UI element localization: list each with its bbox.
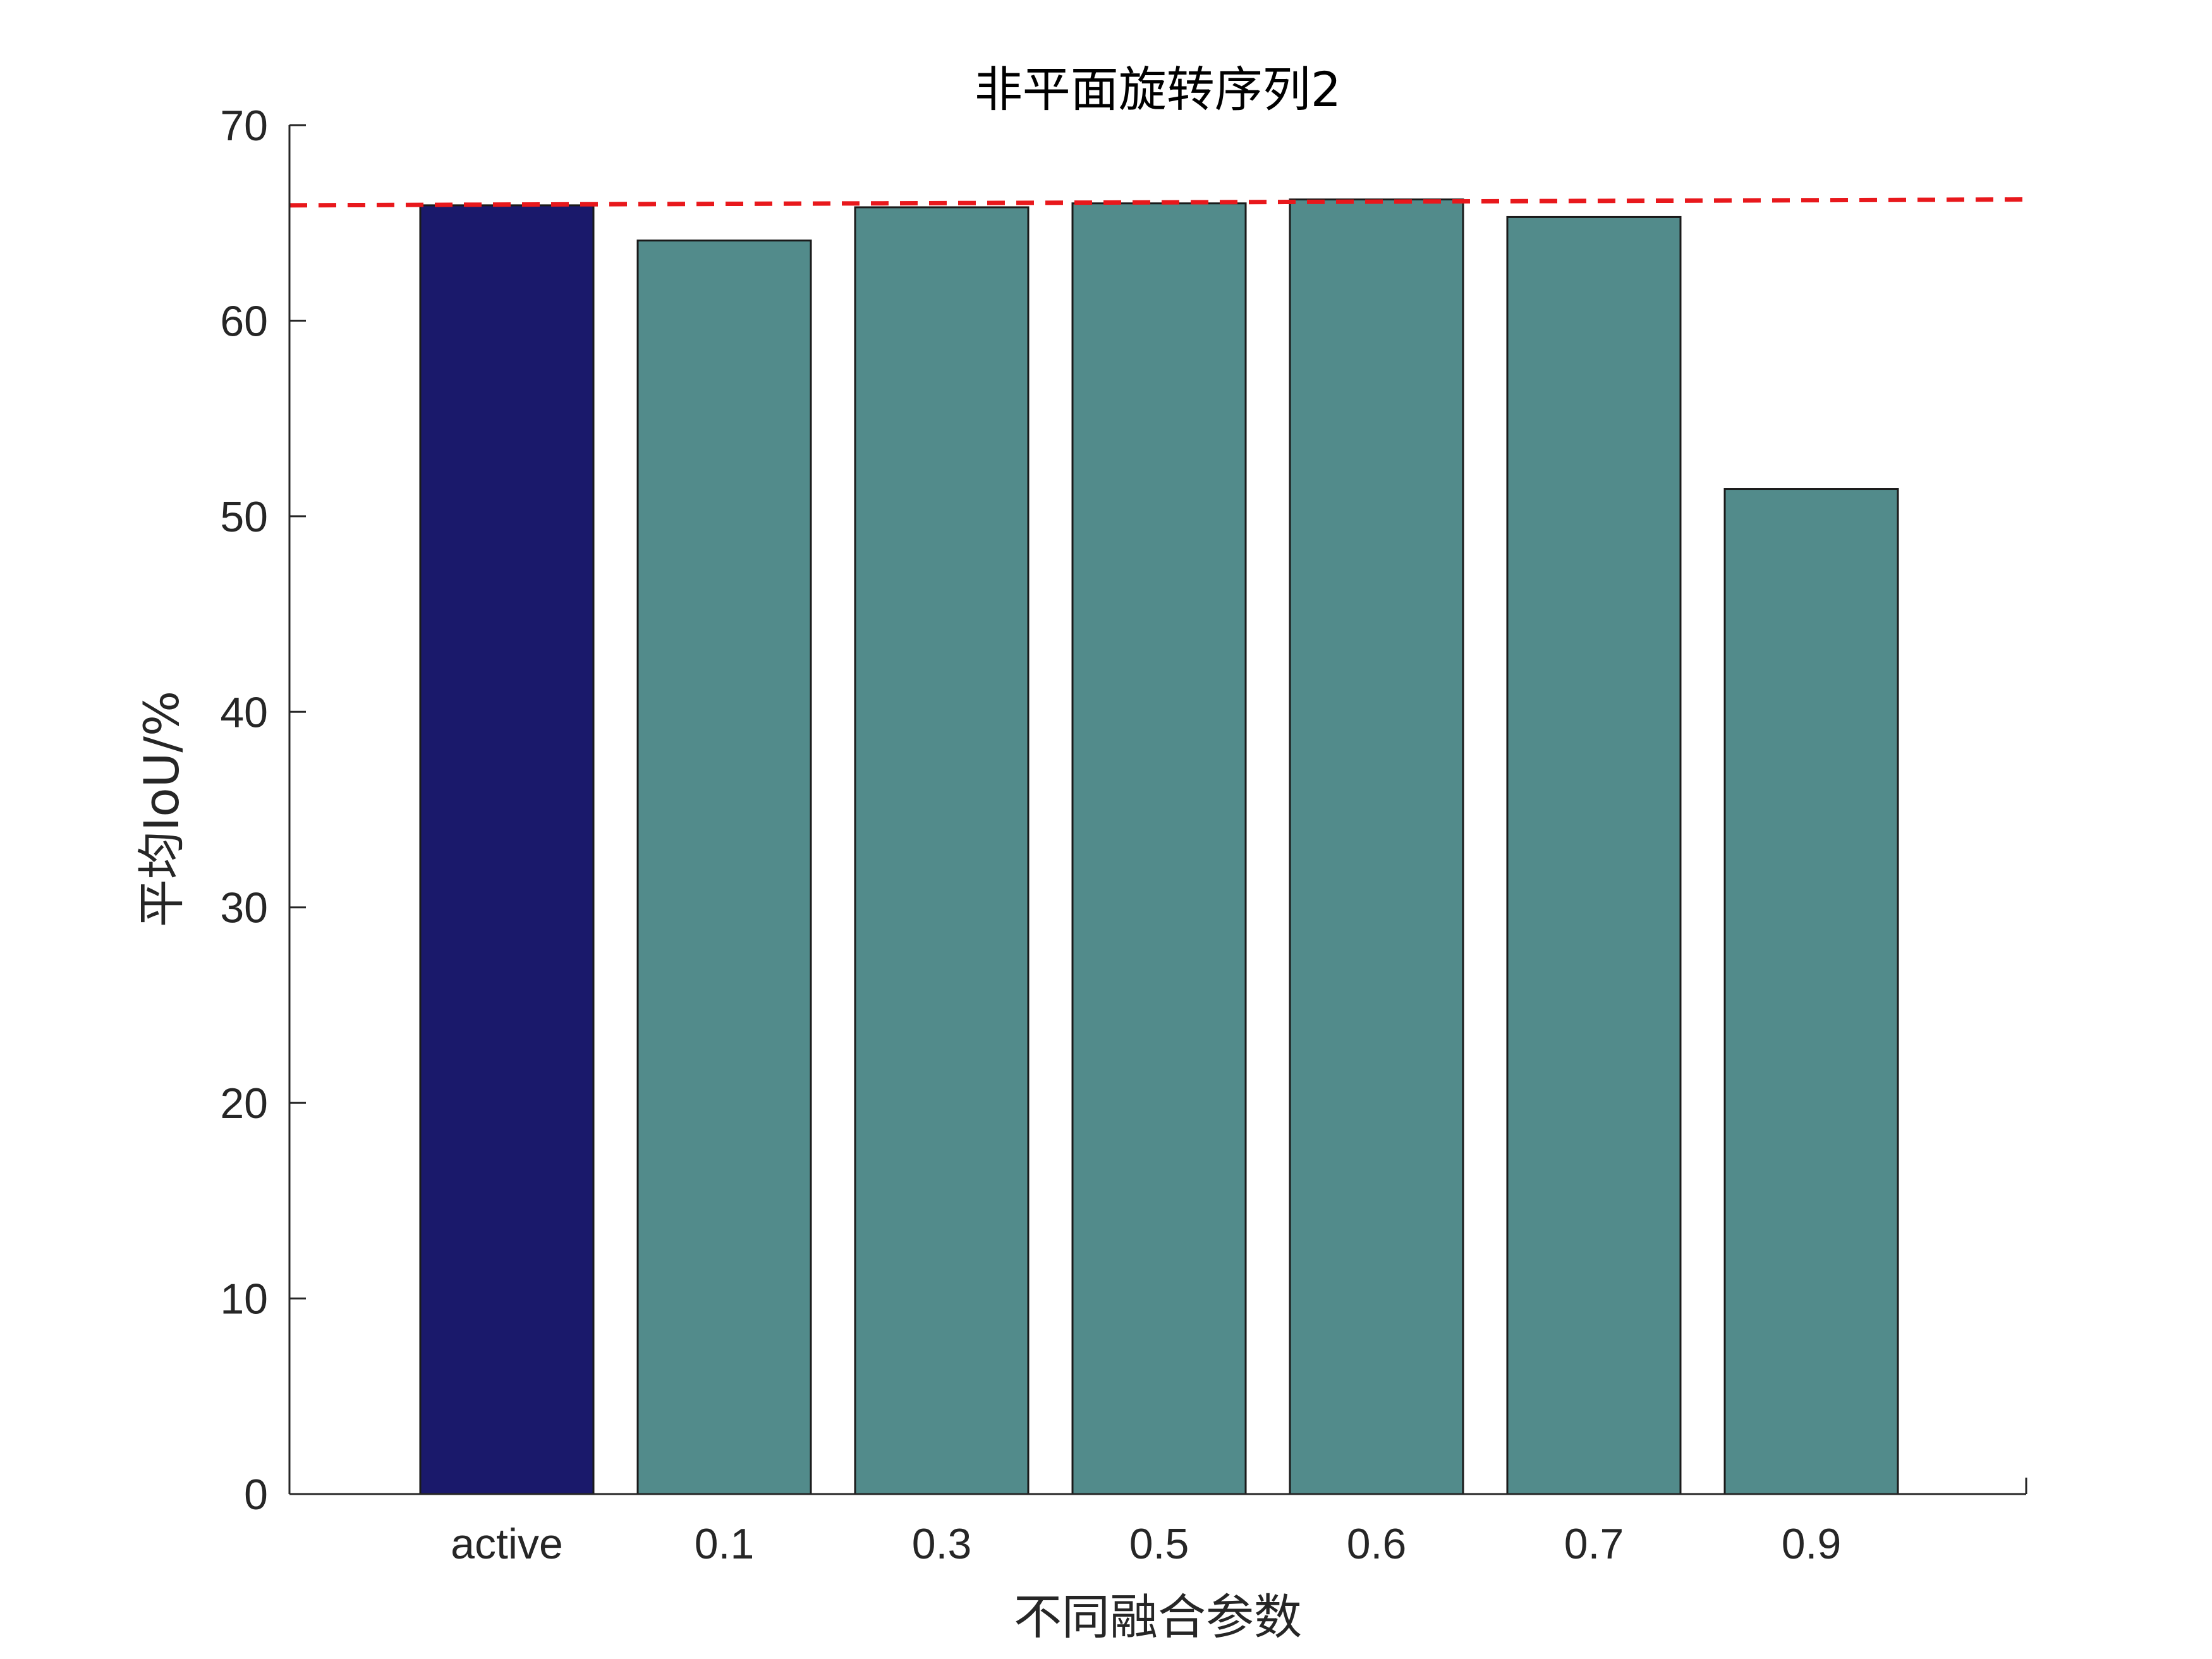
bar-0.5 (1071, 202, 1247, 1495)
bar-0.6 (1289, 198, 1464, 1495)
y-ticks-group: 0 10 20 30 40 50 60 70 (220, 102, 306, 1519)
x-tick-label: active (451, 1520, 563, 1568)
bar-active (419, 204, 595, 1495)
x-tick-label: 0.6 (1347, 1520, 1407, 1568)
y-tick-label: 0 (244, 1471, 268, 1519)
y-tick-label: 10 (220, 1275, 268, 1323)
y-tick-label: 60 (220, 297, 268, 345)
bar-0.3 (854, 206, 1030, 1495)
y-tick-label: 70 (220, 102, 268, 150)
x-tick-label: 0.9 (1782, 1520, 1842, 1568)
y-tick-label: 30 (220, 884, 268, 932)
y-tick-label: 40 (220, 688, 268, 736)
y-tick-label: 20 (220, 1079, 268, 1127)
x-ticks-group: active 0.1 0.3 0.5 0.6 0.7 0.9 (451, 1520, 1841, 1568)
x-tick-label: 0.7 (1564, 1520, 1624, 1568)
x-tick-label: 0.5 (1129, 1520, 1189, 1568)
x-tick-label: 0.1 (695, 1520, 755, 1568)
y-axis-label: 平均IoU/% (133, 691, 190, 927)
bar-0.1 (636, 240, 812, 1495)
chart-title: 非平面旋转序列2 (975, 61, 1341, 118)
bars-group (419, 198, 1899, 1495)
x-tick-label: 0.3 (912, 1520, 972, 1568)
y-tick-label: 50 (220, 493, 268, 541)
bar-0.7 (1506, 216, 1682, 1495)
bar-0.9 (1723, 488, 1899, 1495)
x-axis-label: 不同融合参数 (1014, 1589, 1302, 1645)
axes-group (288, 125, 2027, 1495)
